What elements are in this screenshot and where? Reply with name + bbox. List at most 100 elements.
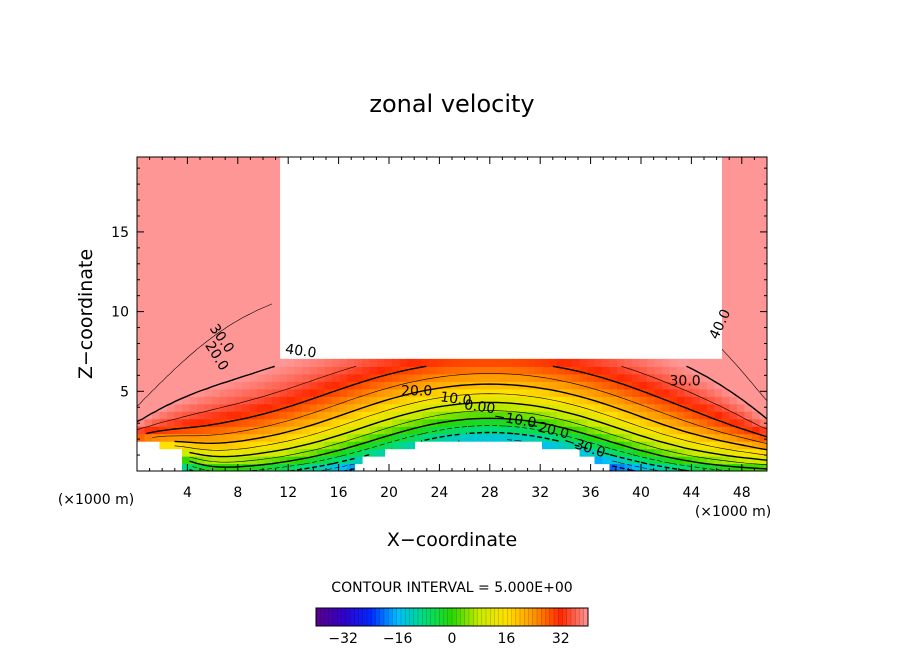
field-cell: [422, 418, 431, 427]
field-cell: [722, 463, 731, 471]
field-cell: [242, 224, 251, 233]
field-cell: [144, 388, 153, 397]
field-cell: [377, 381, 386, 390]
field-cell: [249, 441, 258, 450]
field-cell: [347, 433, 356, 442]
field-cell: [287, 448, 296, 457]
y-tick-label: 15: [111, 225, 129, 241]
field-cell: [189, 276, 198, 285]
field-cell: [204, 194, 213, 203]
field-cell: [212, 321, 221, 330]
field-cell: [182, 186, 191, 195]
field-cell: [549, 418, 558, 427]
field-cell: [482, 373, 491, 382]
field-cell: [414, 418, 423, 427]
field-cell: [414, 358, 423, 367]
field-cell: [302, 433, 311, 442]
field-cell: [452, 411, 461, 420]
field-cell: [249, 373, 258, 382]
field-cell: [549, 433, 558, 442]
field-cell: [144, 403, 153, 412]
field-cell: [549, 366, 558, 375]
field-cell: [234, 358, 243, 367]
field-cell: [219, 164, 228, 173]
field-cell: [189, 441, 198, 450]
field-cell: [744, 411, 753, 420]
field-cell: [272, 426, 281, 435]
field-cell: [332, 366, 341, 375]
colorbar-tick-label: −16: [383, 631, 413, 647]
field-cell: [722, 448, 731, 457]
field-cell: [174, 239, 183, 248]
field-cell: [317, 463, 326, 471]
field-cell: [249, 291, 258, 300]
field-cell: [204, 269, 213, 278]
field-cell: [189, 373, 198, 382]
field-cell: [152, 186, 161, 195]
field-cell: [189, 254, 198, 263]
field-cell: [234, 343, 243, 352]
field-cell: [722, 314, 731, 323]
colorbar-swatch: [413, 607, 419, 627]
field-cell: [249, 351, 258, 360]
field-cell: [294, 403, 303, 412]
field-cell: [212, 314, 221, 323]
field-cell: [249, 388, 258, 397]
field-cell: [467, 358, 476, 367]
field-cell: [752, 381, 761, 390]
field-cell: [272, 164, 281, 173]
x-tick-label: 20: [380, 485, 398, 501]
y-tick-label: 5: [120, 384, 129, 400]
field-cell: [197, 209, 206, 218]
field-cell: [587, 403, 596, 412]
field-cell: [467, 373, 476, 382]
field-cell: [317, 403, 326, 412]
field-cell: [654, 396, 663, 405]
field-cell: [309, 441, 318, 450]
field-cell: [264, 321, 273, 330]
field-cell: [437, 396, 446, 405]
field-cell: [444, 388, 453, 397]
field-cell: [632, 418, 641, 427]
field-cell: [602, 373, 611, 382]
field-cell: [272, 261, 281, 270]
field-cell: [339, 441, 348, 450]
contour-line: [189, 431, 690, 471]
field-cell: [752, 343, 761, 352]
field-cell: [204, 456, 213, 465]
field-cell: [189, 456, 198, 465]
field-cell: [624, 463, 633, 471]
field-cell: [242, 314, 251, 323]
field-cell: [759, 441, 767, 450]
field-cell: [317, 358, 326, 367]
field-cell: [662, 456, 671, 465]
field-cell: [272, 216, 281, 225]
field-cell: [227, 306, 236, 315]
field-cell: [219, 269, 228, 278]
field-cell: [609, 358, 618, 367]
field-cell: [219, 366, 228, 375]
field-cell: [212, 224, 221, 233]
field-cell: [219, 231, 228, 240]
field-cell: [699, 433, 708, 442]
field-cell: [242, 456, 251, 465]
field-cell: [234, 366, 243, 375]
field-cell: [159, 314, 168, 323]
field-cell: [272, 433, 281, 442]
field-cell: [512, 396, 521, 405]
field-cell: [714, 463, 723, 471]
field-cell: [437, 433, 446, 442]
field-cell: [182, 224, 191, 233]
field-cell: [249, 426, 258, 435]
colorbar-swatch: [468, 607, 474, 627]
field-cell: [354, 366, 363, 375]
field-cell: [744, 201, 753, 210]
field-cell: [152, 411, 161, 420]
field-cell: [197, 328, 206, 338]
field-cell: [744, 171, 753, 181]
field-cell: [429, 426, 438, 435]
field-cell: [144, 351, 153, 360]
field-cell: [159, 291, 168, 300]
field-cell: [729, 179, 738, 188]
field-cell: [174, 358, 183, 367]
